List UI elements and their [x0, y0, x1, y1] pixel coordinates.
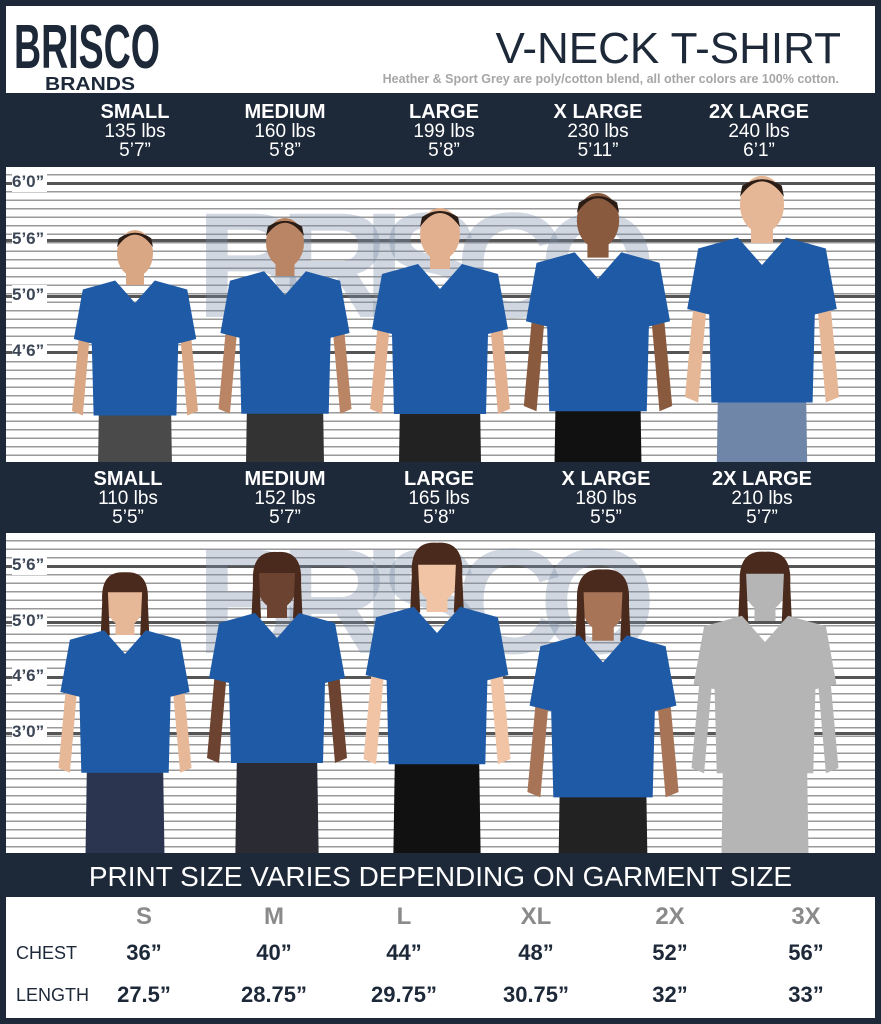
row-label: CHEST [16, 943, 78, 963]
table-cell: 48” [518, 940, 554, 965]
size-label: MEDIUM 160 lbs 5’8” [205, 101, 365, 161]
women-size-labels: SMALL 110 lbs 5’5” MEDIUM 152 lbs 5’7” LARGE 16… [0, 462, 881, 533]
table-header: S [135, 903, 152, 930]
height-marker: 5’0” [12, 611, 48, 631]
svg-text:BRISCO: BRISCO [14, 13, 160, 82]
table-header: M [264, 903, 284, 930]
page-title: V-NECK T-SHIRT [495, 24, 841, 73]
size-height: 5’8” [428, 140, 460, 161]
model-figure [527, 569, 679, 853]
print-size-note: PRINT SIZE VARIES DEPENDING ON GARMENT S… [88, 861, 793, 892]
model-figure [523, 192, 673, 462]
size-label: 2X LARGE 210 lbs 5’7” [682, 468, 842, 528]
size-weight: 180 lbs [575, 488, 637, 509]
size-name: 2X LARGE [708, 101, 810, 123]
size-weight: 152 lbs [254, 488, 316, 509]
size-height: 6’1” [743, 140, 775, 161]
table-header: 2X [655, 903, 685, 930]
table-cell: 32” [652, 982, 688, 1007]
table-cell: 28.75” [240, 982, 308, 1007]
size-weight: 110 lbs [98, 488, 158, 509]
model-figure [218, 218, 352, 462]
model-figure [685, 175, 839, 462]
size-name: MEDIUM [244, 468, 326, 490]
size-weight: 240 lbs [728, 121, 790, 142]
model-figure [207, 551, 347, 853]
size-label: X LARGE 230 lbs 5’11” [518, 101, 678, 161]
size-weight: 230 lbs [567, 121, 629, 142]
height-marker: 3’0” [12, 722, 48, 742]
size-name: LARGE [409, 101, 479, 123]
size-height: 5’7” [746, 507, 778, 528]
svg-text:BRANDS: BRANDS [45, 74, 135, 92]
size-label: LARGE 199 lbs 5’8” [364, 101, 524, 161]
model-figure [370, 208, 510, 462]
size-label: X LARGE 180 lbs 5’5” [526, 468, 686, 528]
table-cell: 30.75” [502, 982, 570, 1007]
model-figure [691, 551, 839, 853]
size-weight: 210 lbs [731, 488, 793, 509]
size-height: 5’5” [590, 507, 622, 528]
table-cell: 44” [386, 940, 422, 965]
size-name: SMALL [93, 468, 163, 490]
size-height: 5’7” [119, 140, 151, 161]
size-label: SMALL 110 lbs 5’5” [48, 468, 208, 528]
brisco-brands-logo: BRISCO BRANDS [12, 10, 162, 94]
men-photo: BRISCO 6’0” 5’6” 5’0” 4’6” [6, 167, 875, 462]
table-cell: 33” [788, 982, 824, 1007]
size-weight: 165 lbs [408, 488, 470, 509]
header: BRISCO BRANDS V-NECK T-SHIRT Heather & S… [6, 6, 875, 94]
size-name: MEDIUM [244, 101, 326, 123]
table-cell: 56” [788, 940, 824, 965]
height-marker: 6’0” [12, 172, 48, 192]
table-header: L [396, 903, 412, 930]
size-label: LARGE 165 lbs 5’8” [359, 468, 519, 528]
size-name: X LARGE [561, 468, 651, 490]
size-weight: 160 lbs [254, 121, 316, 142]
size-weight: 135 lbs [104, 121, 166, 142]
size-height: 5’5” [112, 507, 144, 528]
ruler-line [6, 621, 875, 624]
model-figure [72, 230, 198, 462]
height-marker: 4’6” [12, 341, 48, 361]
height-marker: 5’6” [12, 555, 48, 575]
size-name: 2X LARGE [711, 468, 813, 490]
height-marker: 4’6” [12, 666, 48, 686]
size-label: MEDIUM 152 lbs 5’7” [205, 468, 365, 528]
table-cell: 29.75” [370, 982, 438, 1007]
women-photo: BRISCO 5’6” 5’0” 4’6” 3’0” [6, 533, 875, 853]
table-cell: 40” [256, 940, 292, 965]
size-weight: 199 lbs [413, 121, 475, 142]
size-label: 2X LARGE 240 lbs 6’1” [679, 101, 839, 161]
size-height: 5’8” [423, 507, 455, 528]
fabric-note: Heather & Sport Grey are poly/cotton ble… [382, 72, 839, 86]
size-height: 5’7” [269, 507, 301, 528]
table-cell: 36” [126, 940, 162, 965]
model-figure [58, 572, 192, 853]
height-marker: 5’6” [12, 229, 48, 249]
size-height: 5’8” [269, 140, 301, 161]
size-label: SMALL 135 lbs 5’7” [55, 101, 215, 161]
model-figure [363, 542, 511, 853]
size-name: LARGE [404, 468, 474, 490]
table-header: 3X [791, 903, 821, 930]
table-header: XL [520, 903, 552, 930]
ruler-line [6, 182, 875, 185]
size-name: X LARGE [553, 101, 643, 123]
row-label: LENGTH [16, 985, 90, 1005]
print-note-band: PRINT SIZE VARIES DEPENDING ON GARMENT S… [0, 853, 881, 897]
size-height: 5’11” [577, 140, 619, 161]
men-size-labels: SMALL 135 lbs 5’7” MEDIUM 160 lbs 5’8” LARGE 19… [0, 93, 881, 167]
table-cell: 52” [652, 940, 688, 965]
size-name: SMALL [100, 101, 170, 123]
models: BRISCO [72, 175, 839, 462]
table-cell: 27.5” [117, 982, 171, 1007]
models: BRISCO [58, 533, 839, 853]
height-marker: 5’0” [12, 285, 48, 305]
size-table: S M L XL 2X 3X CHEST 36” 40” 44” 48” 52” 56” LENGTH 27… [6, 897, 875, 1018]
